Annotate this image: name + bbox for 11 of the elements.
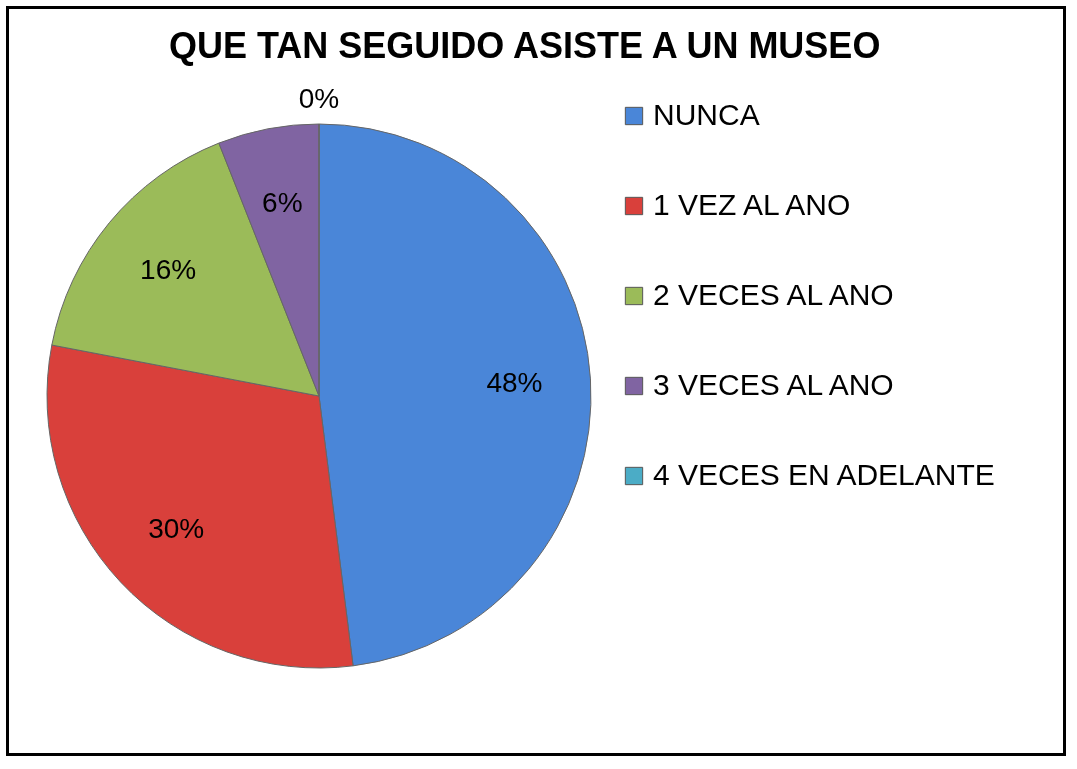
legend-label: 1 VEZ AL ANO [653, 188, 851, 221]
data-label: 48% [486, 366, 543, 398]
text: 0% [298, 83, 340, 114]
data-label: 6% [262, 186, 303, 218]
legend-label: 2 VECES AL ANO [653, 278, 894, 311]
legend-label: NUNCA [653, 98, 760, 131]
chart-title: QUE TAN SEGUIDO ASISTE A UN MUSEO [169, 25, 881, 66]
data-label: 16% [140, 254, 197, 286]
legend-label: 3 VECES AL ANO [653, 368, 894, 401]
data-label: 30% [148, 513, 205, 545]
legend-label: 4 VECES EN ADELANTE [653, 458, 995, 491]
